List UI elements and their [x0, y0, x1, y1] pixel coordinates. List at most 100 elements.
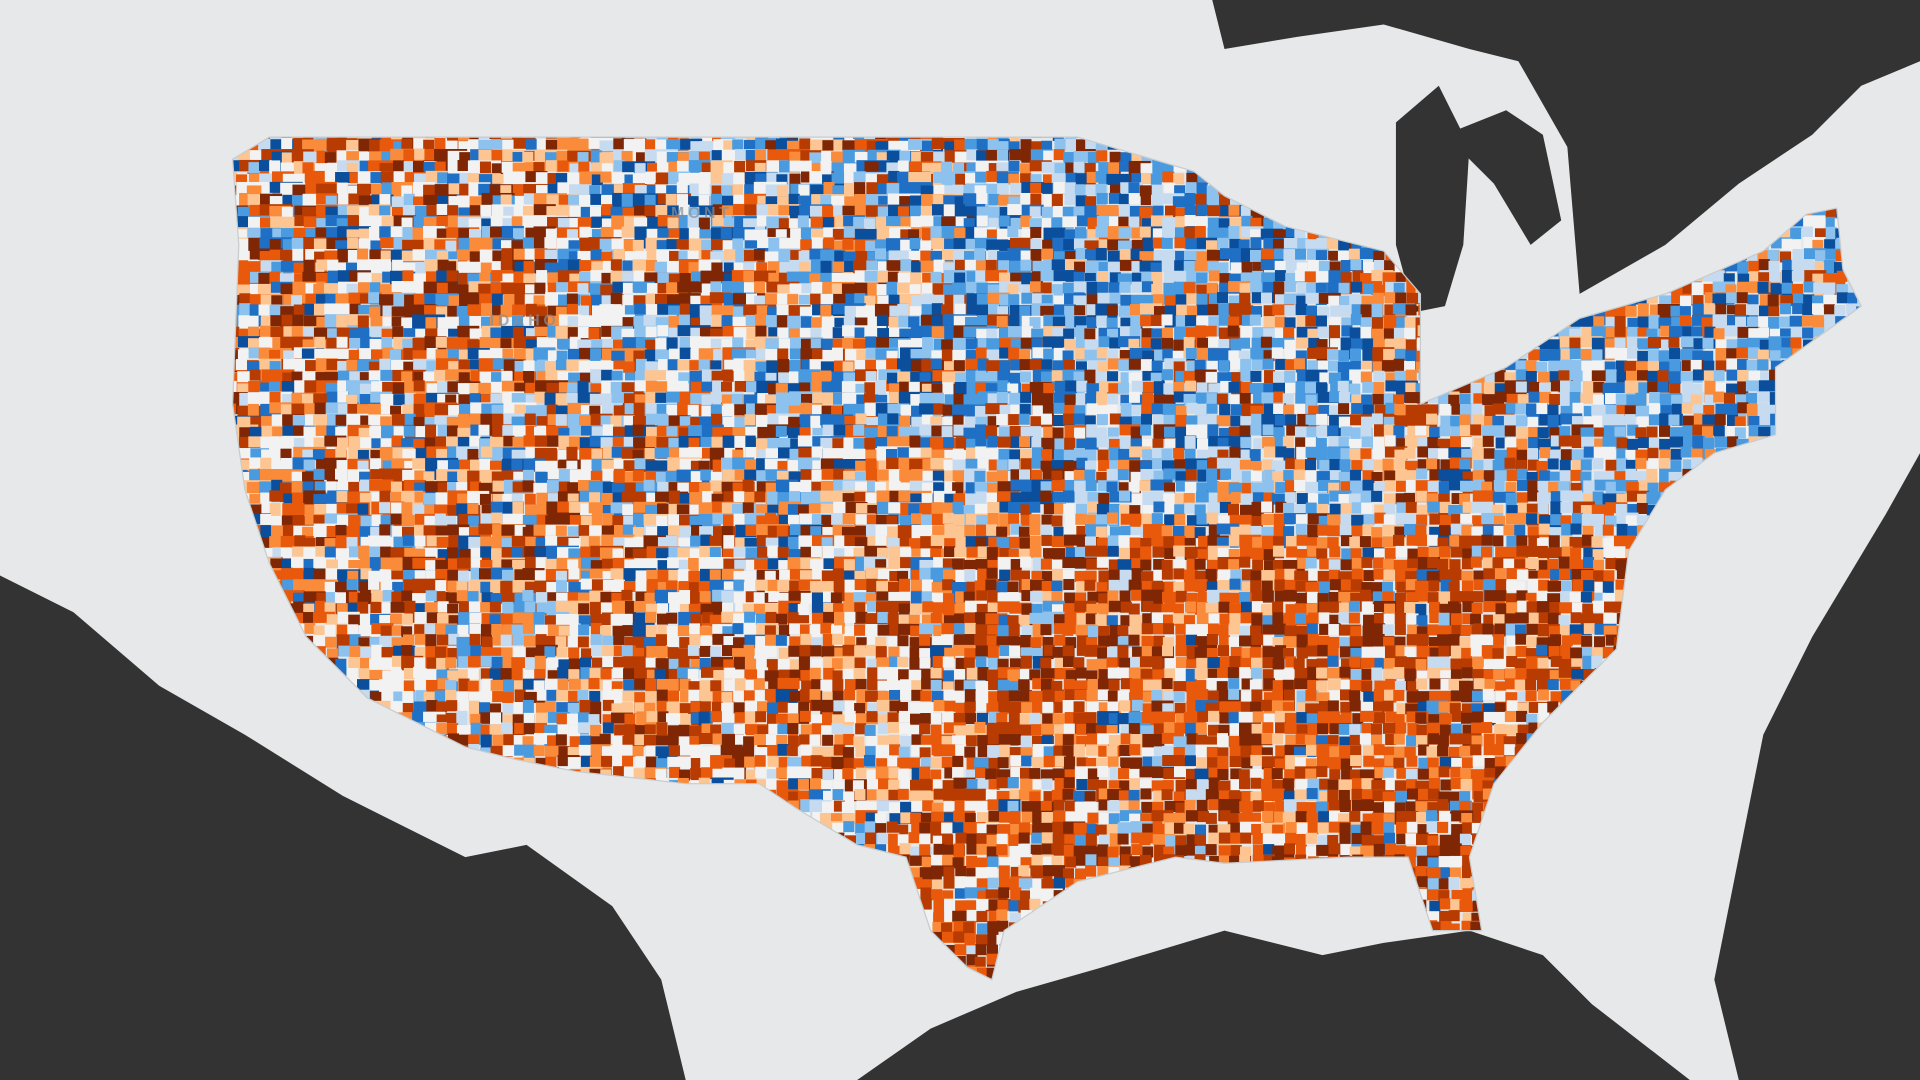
region-cell: [1315, 382, 1328, 394]
region-cell: [1042, 248, 1054, 260]
region-cell: [1054, 227, 1066, 239]
region-cell: [368, 292, 380, 304]
region-cell: [1073, 161, 1085, 173]
region-cell: [1019, 404, 1031, 416]
region-cell: [1759, 415, 1771, 427]
region-cell: [965, 238, 977, 250]
region-cell: [1283, 470, 1295, 482]
region-cell: [998, 215, 1010, 227]
region-cell: [897, 160, 909, 172]
region-cell: [997, 183, 1009, 195]
region-cell: [1559, 459, 1571, 471]
lake-michigan: [1395, 85, 1470, 313]
region-cell: [1657, 370, 1669, 382]
region-cell: [1802, 327, 1814, 339]
region-cell: [863, 218, 875, 230]
region-cell: [448, 295, 460, 307]
region-cell: [1305, 470, 1318, 482]
region-cell: [1284, 317, 1296, 329]
region-cell: [1737, 402, 1749, 414]
region-cell: [1493, 480, 1505, 492]
region-cell: [1096, 414, 1108, 426]
region-cell: [1065, 138, 1077, 161]
region-cell: [1228, 204, 1240, 216]
region-cell: [1536, 361, 1548, 373]
region-cell: [1085, 393, 1097, 405]
region-cell: [1186, 293, 1198, 305]
region-cell: [1636, 370, 1649, 382]
region-cell: [1327, 348, 1339, 360]
region-cell: [666, 139, 689, 151]
region-cell: [1569, 380, 1581, 393]
region-cell: [1614, 426, 1626, 438]
region-cell: [1703, 370, 1715, 382]
region-cell: [1681, 381, 1693, 393]
region-cell: [1085, 437, 1097, 449]
region-cell: [646, 283, 658, 295]
region-cell: [336, 336, 348, 348]
region-cell: [976, 192, 988, 204]
region-cell: [1547, 404, 1559, 416]
region-cell: [1439, 403, 1451, 415]
region-cell: [1117, 469, 1129, 481]
region-cell: [954, 272, 966, 284]
region-cell: [567, 140, 590, 152]
region-cell: [1338, 391, 1350, 403]
region-cell: [1385, 380, 1397, 392]
region-cell: [1668, 414, 1680, 426]
region-cell: [1227, 325, 1239, 337]
region-cell: [820, 137, 832, 141]
region-cell: [1251, 413, 1263, 425]
region-cell: [1460, 436, 1472, 448]
region-cell: [1161, 327, 1173, 339]
region-cell: [1691, 326, 1703, 338]
region-cell: [1714, 414, 1726, 426]
region-cell: [1019, 359, 1031, 371]
region-cell: [754, 248, 766, 260]
region-cell: [1020, 259, 1032, 271]
region-cell: [732, 139, 744, 151]
region-cell: [687, 281, 699, 293]
region-cell: [1614, 316, 1626, 328]
region-cell: [710, 404, 722, 416]
region-cell: [1119, 281, 1131, 293]
region-cell: [1635, 427, 1647, 439]
region-cell: [1250, 237, 1262, 249]
region-cell: [1614, 338, 1626, 350]
region-cell: [1393, 327, 1405, 339]
region-cell: [513, 137, 536, 149]
region-cell: [1040, 282, 1052, 294]
region-cell: [854, 293, 866, 305]
region-cell: [1350, 259, 1362, 271]
region-cell: [1713, 328, 1725, 340]
region-cell: [966, 149, 978, 161]
region-cell: [1659, 425, 1671, 437]
region-cell: [447, 205, 459, 217]
region-cell: [303, 151, 326, 163]
region-cell: [237, 150, 260, 162]
region-cell: [248, 162, 260, 174]
region-cell: [1140, 359, 1152, 371]
region-cell: [335, 446, 347, 458]
region-cell: [1120, 152, 1132, 164]
region-cell: [1128, 182, 1140, 194]
region-cell: [1647, 349, 1659, 361]
region-cell: [1702, 350, 1714, 362]
region-cell: [1208, 195, 1220, 207]
region-cell: [1206, 403, 1218, 415]
region-cell: [1329, 459, 1341, 471]
region-cell: [1580, 459, 1592, 471]
region-cell: [522, 151, 534, 163]
region-cell: [1139, 226, 1151, 238]
region-cell: [291, 326, 303, 338]
region-cell: [281, 206, 293, 218]
region-cell: [1230, 358, 1242, 370]
region-cell: [688, 482, 700, 494]
region-cell: [1162, 337, 1174, 349]
region-cell: [987, 435, 999, 447]
region-cell: [1274, 270, 1286, 282]
region-cell: [732, 337, 744, 349]
region-cell: [335, 414, 347, 426]
region-cell: [633, 270, 645, 282]
region-cell: [1571, 370, 1583, 382]
